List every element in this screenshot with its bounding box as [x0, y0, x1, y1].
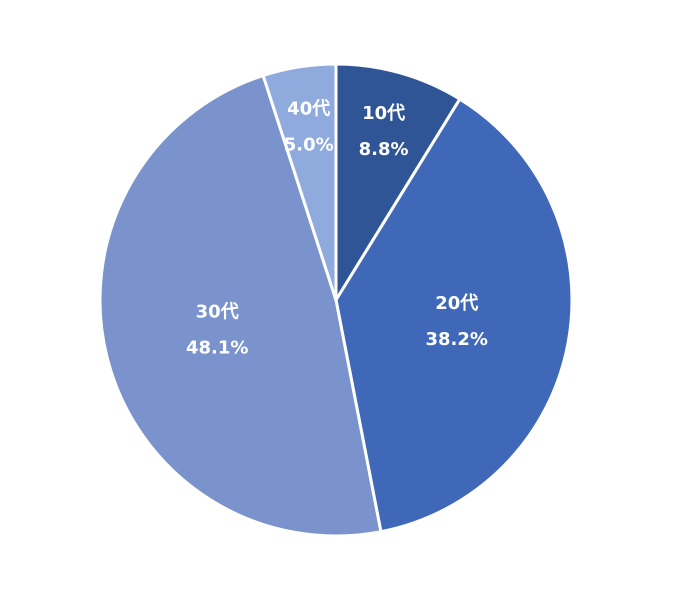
slice-value-label: 5.0% — [284, 135, 334, 156]
slice-category-label: 40代 — [287, 99, 330, 120]
slice-value-label: 48.1% — [186, 338, 248, 359]
pie-slice — [334, 62, 462, 302]
slice-value-label: 8.8% — [359, 139, 409, 160]
slice-category-label: 20代 — [435, 293, 478, 314]
pie-slice — [261, 62, 338, 302]
slice-category-label: 10代 — [362, 103, 405, 124]
slice-value-label: 38.2% — [426, 329, 488, 350]
pie-slice — [334, 97, 574, 534]
pie-slice — [98, 74, 383, 538]
slice-category-label: 30代 — [196, 302, 239, 323]
